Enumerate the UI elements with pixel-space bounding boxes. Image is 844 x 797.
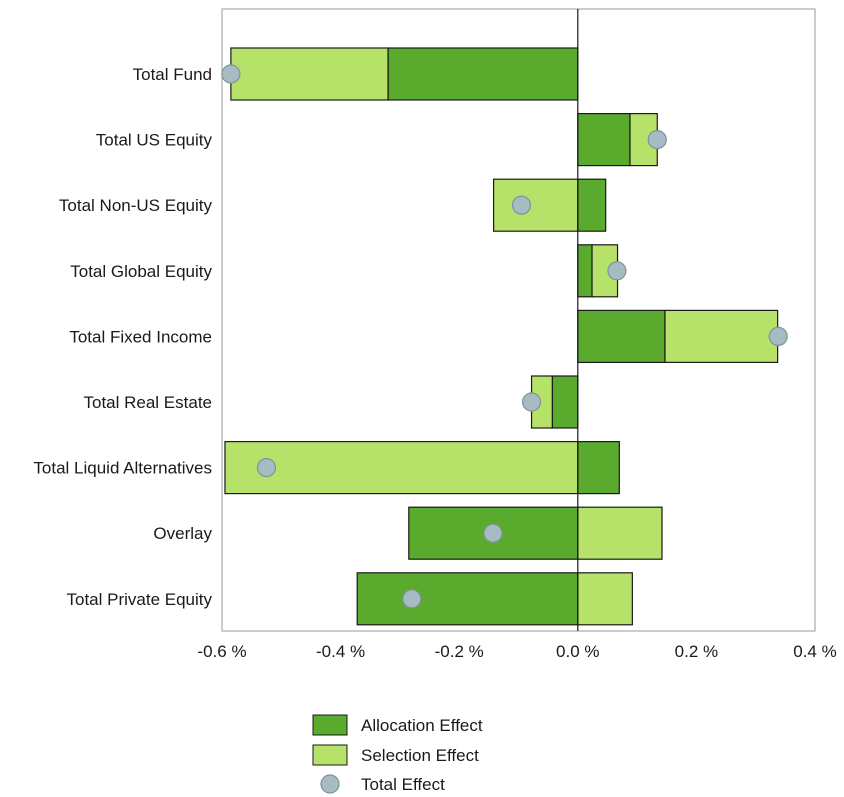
selection-bar: [577, 506, 663, 560]
total-effect-marker: [647, 130, 667, 150]
bars-group: [224, 47, 779, 626]
legend-swatch: [312, 714, 348, 736]
total-effect-marker: [483, 523, 503, 543]
x-tick-label: 0.2 %: [675, 642, 718, 661]
allocation-bar: [577, 112, 631, 167]
category-label: Overlay: [153, 524, 212, 543]
allocation-bar: [387, 47, 579, 101]
category-label: Total Global Equity: [70, 262, 212, 281]
x-tick-label: 0.4 %: [793, 642, 836, 661]
allocation-bar: [577, 244, 593, 298]
total-effect-marker: [607, 261, 627, 281]
x-tick-label: -0.2 %: [435, 642, 484, 661]
total-effect-marker: [221, 64, 241, 84]
category-label: Total US Equity: [96, 131, 213, 150]
legend-swatch: [320, 774, 340, 794]
allocation-bar: [551, 375, 579, 429]
x-axis-ticks: -0.6 % -0.4 % -0.2 % 0.0 % 0.2 % 0.4 %: [197, 642, 836, 661]
selection-bar: [577, 572, 633, 626]
allocation-bar: [356, 572, 579, 626]
total-effect-marker: [511, 195, 532, 215]
legend-swatch: [312, 744, 348, 766]
total-effect-marker: [256, 458, 277, 478]
allocation-bar: [577, 441, 620, 495]
selection-bar: [664, 309, 779, 363]
x-tick-label: -0.4 %: [316, 642, 365, 661]
selection-bar: [492, 178, 579, 232]
legend: Allocation Effect Selection Effect Total E…: [312, 714, 483, 794]
total-effect-markers: [221, 64, 788, 609]
category-label: Total Fund: [133, 65, 212, 84]
legend-label: Allocation Effect: [361, 716, 483, 735]
legend-label: Selection Effect: [361, 746, 479, 765]
selection-bar: [224, 441, 579, 495]
category-label: Total Private Equity: [66, 590, 212, 609]
total-effect-marker: [521, 392, 542, 412]
plot-frame: [221, 8, 816, 632]
x-tick-label: 0.0 %: [556, 642, 599, 661]
category-label: Total Liquid Alternatives: [33, 459, 212, 478]
selection-bar: [230, 47, 389, 101]
category-labels: Total Fund Total US Equity Total Non-US Eq…: [33, 65, 212, 609]
total-effect-marker: [402, 589, 422, 609]
x-tick-label: -0.6 %: [197, 642, 246, 661]
category-label: Total Non-US Equity: [59, 196, 213, 215]
allocation-bar: [577, 178, 607, 232]
total-effect-marker: [768, 326, 788, 346]
legend-label: Total Effect: [361, 775, 445, 794]
allocation-bar: [577, 309, 666, 363]
category-label: Total Fixed Income: [69, 327, 212, 346]
category-label: Total Real Estate: [83, 393, 212, 412]
